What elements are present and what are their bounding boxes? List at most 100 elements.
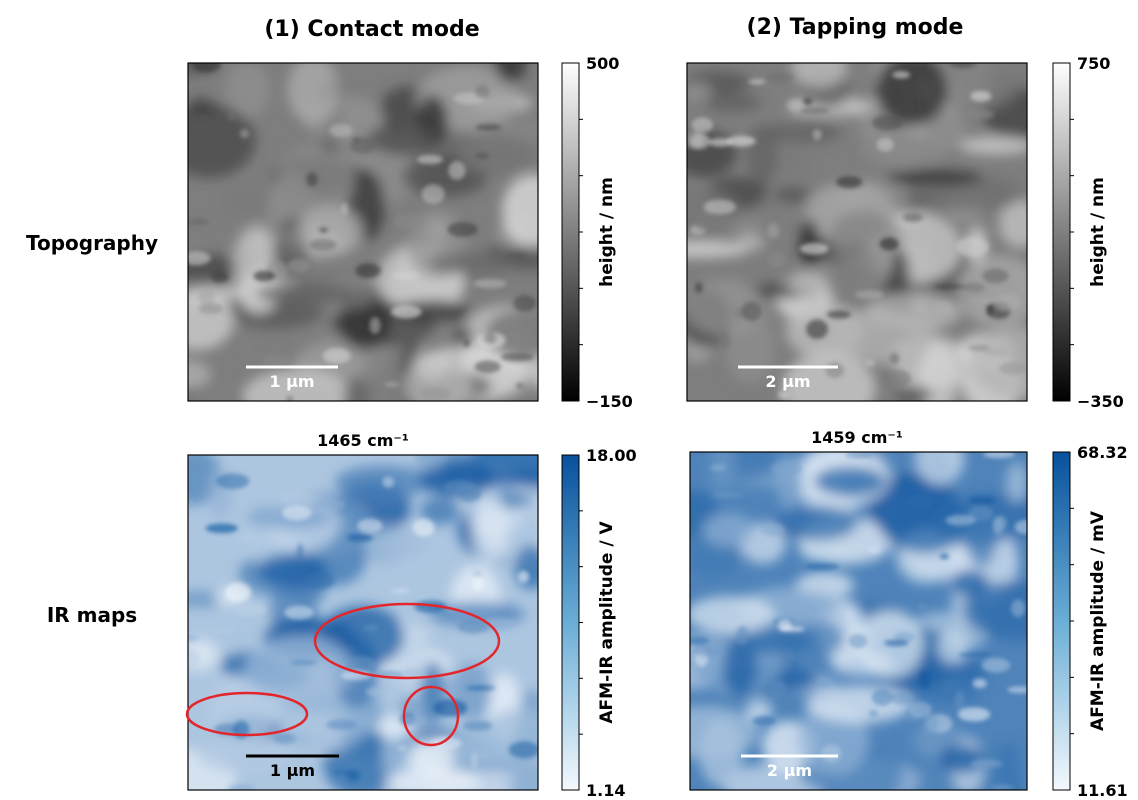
texture-blob [1011, 599, 1025, 617]
scale-bar-label: 1 µm [270, 761, 315, 780]
texture-blob [829, 210, 902, 264]
texture-blob [463, 339, 470, 347]
texture-blob [973, 678, 987, 688]
texture-blob [225, 62, 270, 117]
texture-blob [430, 737, 462, 750]
texture-blob [463, 721, 492, 731]
page: body { margin: 0; background: #fff; font… [0, 0, 1138, 800]
texture-blob [428, 251, 516, 275]
colorbar-max: 68.32 [1077, 443, 1128, 462]
texture-blob [686, 596, 775, 633]
texture-blob [312, 499, 345, 509]
texture-blob [954, 691, 965, 711]
texture-blob [188, 219, 210, 225]
texture-blob [253, 270, 275, 281]
colorbar [1053, 452, 1070, 790]
texture-blob [825, 363, 844, 379]
texture-blob [282, 505, 312, 520]
texture-blob [343, 379, 370, 420]
texture-blob [882, 369, 911, 387]
texture-blob [413, 519, 435, 537]
texture-blob [186, 113, 213, 129]
texture-blob [310, 239, 337, 251]
texture-blob [818, 677, 830, 687]
texture-blob [769, 680, 787, 697]
texture-blob [347, 533, 373, 541]
texture-blob [872, 689, 893, 706]
colorbar-label: AFM-IR amplitude / V [597, 521, 617, 724]
texture-blob [790, 660, 798, 671]
texture-blob [518, 571, 529, 583]
texture-blob [182, 251, 211, 265]
afm-image [654, 433, 1072, 796]
texture-blob [994, 516, 1007, 530]
texture-blob [789, 269, 831, 300]
texture-blob [991, 785, 1014, 790]
texture-blob [771, 461, 801, 476]
texture-blob [257, 282, 356, 305]
texture-blob [417, 155, 443, 164]
texture-blob [684, 637, 709, 645]
texture-blob [969, 496, 995, 505]
column-title: (1) Contact mode [264, 17, 479, 42]
texture-blob [391, 589, 410, 593]
texture-blob [983, 450, 1015, 458]
texture-blob [884, 640, 909, 646]
texture-blob [918, 343, 959, 417]
scale-bar-label: 2 µm [765, 372, 810, 391]
texture-blob [768, 252, 786, 267]
texture-blob [284, 606, 313, 620]
texture-blob [773, 506, 858, 541]
texture-blob [501, 353, 534, 361]
texture-blob [919, 670, 930, 688]
texture-blob [288, 259, 310, 273]
texture-blob [288, 55, 339, 124]
texture-blob [444, 481, 476, 495]
texture-blob [782, 142, 809, 180]
texture-blob [767, 223, 779, 239]
texture-blob [719, 331, 729, 350]
texture-blob [502, 174, 566, 247]
texture-blob [909, 702, 932, 718]
texture-blob [836, 176, 862, 188]
texture-blob [1006, 462, 1028, 503]
scale-bar-label: 1 µm [269, 372, 314, 391]
texture-blob [918, 604, 926, 608]
colorbar-min: −350 [1077, 392, 1124, 411]
panel-subtitle: 1459 cm⁻¹ [811, 428, 903, 447]
texture-blob [234, 602, 265, 617]
texture-blob [290, 660, 317, 665]
texture-blob [806, 319, 828, 339]
texture-blob [910, 495, 933, 509]
texture-blob [216, 473, 249, 488]
texture-blob [895, 386, 933, 403]
texture-blob [382, 477, 394, 488]
texture-blob [761, 523, 785, 536]
texture-blob [330, 124, 353, 137]
texture-blob [306, 713, 345, 754]
texture-blob [702, 513, 755, 547]
texture-blob [350, 138, 376, 154]
colorbar [562, 63, 579, 401]
texture-blob [865, 359, 875, 367]
texture-blob [695, 282, 703, 293]
texture-blob [737, 626, 749, 645]
texture-blob [861, 131, 936, 168]
panel: 2 µm750−350height / nm [647, 34, 1124, 425]
texture-blob [398, 717, 426, 725]
texture-blob [970, 297, 997, 303]
texture-blob [233, 340, 257, 357]
texture-blob [877, 138, 894, 152]
texture-blob [235, 535, 260, 541]
texture-blob [691, 118, 713, 133]
texture-blob [475, 153, 489, 159]
scale-bar-label: 2 µm [767, 761, 812, 780]
texture-blob [937, 629, 967, 664]
body: {"columns": [{"title": "(1) Contact mode… [0, 0, 1138, 800]
colorbar-max: 750 [1077, 54, 1110, 73]
texture-blob [892, 71, 910, 78]
colorbar-label: height / nm [597, 177, 617, 287]
afm-image [647, 34, 1063, 425]
texture-blob [206, 523, 238, 533]
